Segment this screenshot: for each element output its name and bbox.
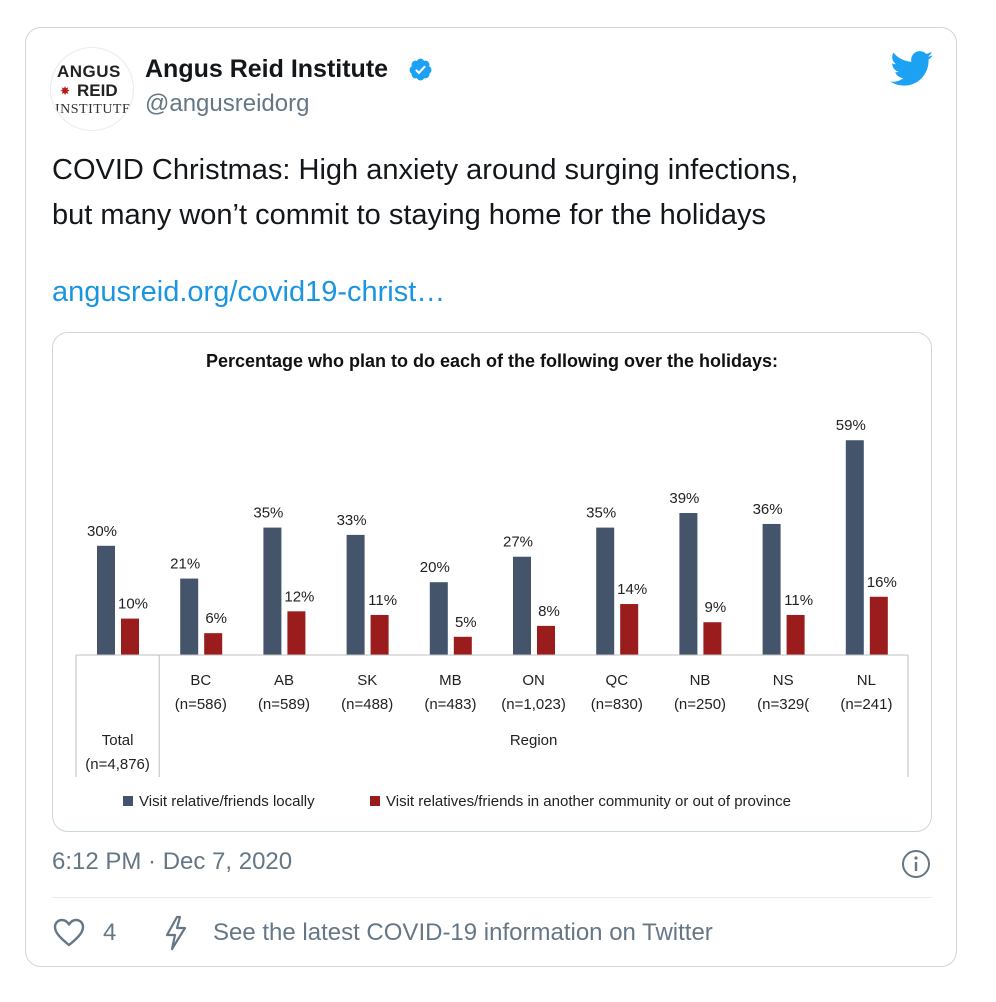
category-label-nb: NB xyxy=(690,672,711,689)
category-n-total: (n=4,876) xyxy=(85,756,150,773)
data-label-2-bc: 6% xyxy=(205,610,227,627)
category-label-on: ON xyxy=(522,672,545,689)
tweet-text-line-2: but many won’t commit to staying home fo… xyxy=(52,199,767,231)
group-label-region: Region xyxy=(510,732,558,749)
bar-1-nl xyxy=(845,440,864,655)
legend-swatch-1 xyxy=(123,796,133,806)
category-label-qc: QC xyxy=(606,672,629,689)
heart-icon[interactable] xyxy=(53,918,85,948)
info-icon[interactable] xyxy=(901,849,931,879)
category-label-sk: SK xyxy=(357,672,377,689)
bar-2-ab xyxy=(287,611,306,655)
divider xyxy=(52,897,932,898)
data-label-1-ns: 36% xyxy=(753,501,783,518)
chart-title: Percentage who plan to do each of the fo… xyxy=(205,351,779,371)
tweet-timestamp[interactable]: 6:12 PM · Dec 7, 2020 xyxy=(52,848,293,875)
maple-leaf-icon: ✸ xyxy=(60,84,71,98)
bar-1-qc xyxy=(596,527,615,655)
data-label-2-total: 10% xyxy=(118,596,148,613)
data-label-2-on: 8% xyxy=(538,603,560,620)
bar-2-ns xyxy=(786,614,805,655)
bar-1-on xyxy=(513,556,531,655)
data-label-1-mb: 20% xyxy=(420,559,450,576)
bar-2-bc xyxy=(204,633,223,655)
data-label-1-qc: 35% xyxy=(586,505,616,522)
avatar-text-reid: REID xyxy=(77,81,118,100)
bar-1-ab xyxy=(263,527,282,655)
bar-1-total xyxy=(97,545,115,655)
bar-2-sk xyxy=(370,614,389,655)
author-name[interactable]: Angus Reid Institute xyxy=(145,55,389,83)
category-n-mb: (n=483) xyxy=(424,696,476,713)
bar-1-sk xyxy=(346,534,365,655)
legend-label-2: Visit relatives/friends in another commu… xyxy=(386,793,791,810)
category-n-ab: (n=589) xyxy=(258,696,310,713)
covid-info-link[interactable]: See the latest COVID-19 information on T… xyxy=(213,919,713,946)
category-n-qc: (n=830) xyxy=(591,696,643,713)
category-label-bc: BC xyxy=(190,672,211,689)
bar-2-total xyxy=(121,618,139,655)
legend-label-1: Visit relative/friends locally xyxy=(139,793,315,810)
bar-2-nb xyxy=(703,622,722,655)
avatar[interactable]: ANGUS ✸ REID INSTITUTE xyxy=(50,47,134,131)
data-label-1-total: 30% xyxy=(87,523,117,540)
avatar-text-institute: INSTITUTE xyxy=(55,102,132,117)
avatar-text-angus: ANGUS xyxy=(57,62,121,81)
data-label-1-nl: 59% xyxy=(836,417,866,434)
bar-1-bc xyxy=(180,578,199,655)
data-label-1-on: 27% xyxy=(503,534,533,551)
legend-swatch-2 xyxy=(370,796,380,806)
like-count: 4 xyxy=(103,919,117,946)
bar-2-nl xyxy=(869,596,888,655)
chart-image[interactable]: Percentage who plan to do each of the fo… xyxy=(52,332,932,832)
category-n-bc: (n=586) xyxy=(175,696,227,713)
bar-2-qc xyxy=(620,604,639,655)
bar-1-nb xyxy=(679,513,698,655)
data-label-2-qc: 14% xyxy=(617,581,647,598)
category-label-nl: NL xyxy=(857,672,876,689)
tweet-text: COVID Christmas: High anxiety around sur… xyxy=(52,148,932,238)
tweet-link[interactable]: angusreid.org/covid19-christ… xyxy=(52,276,446,308)
category-label-ns: NS xyxy=(773,672,794,689)
tweet-text-line-1: COVID Christmas: High anxiety around sur… xyxy=(52,154,799,186)
data-label-2-ns: 11% xyxy=(784,592,813,609)
data-label-1-sk: 33% xyxy=(337,512,367,529)
category-n-ns: (n=329( xyxy=(757,696,809,713)
category-label-mb: MB xyxy=(439,672,462,689)
data-label-2-nb: 9% xyxy=(705,599,727,616)
author-handle[interactable]: @angusreidorg xyxy=(145,90,310,117)
data-label-2-ab: 12% xyxy=(284,588,314,605)
category-n-on: (n=1,023) xyxy=(501,696,566,713)
category-n-nb: (n=250) xyxy=(674,696,726,713)
bar-chart: 30% 10% Total (n=4,876) 21% 6% BC (n=586) 35% 12%… xyxy=(75,417,909,810)
category-n-sk: (n=488) xyxy=(341,696,393,713)
data-label-1-ab: 35% xyxy=(253,505,283,522)
data-label-2-nl: 16% xyxy=(867,574,897,591)
bar-2-mb xyxy=(453,636,472,655)
category-label-total: Total xyxy=(102,732,134,749)
category-label-ab: AB xyxy=(274,672,294,689)
data-label-2-mb: 5% xyxy=(455,614,477,631)
data-label-1-nb: 39% xyxy=(669,490,699,507)
verified-icon xyxy=(409,58,432,81)
bar-1-mb xyxy=(429,582,448,655)
lightning-icon xyxy=(165,915,187,951)
category-n-nl: (n=241) xyxy=(840,696,892,713)
data-label-1-bc: 21% xyxy=(170,556,200,573)
bar-2-on xyxy=(537,625,555,655)
twitter-bird-icon[interactable] xyxy=(890,50,934,86)
bar-1-ns xyxy=(762,523,781,655)
data-label-2-sk: 11% xyxy=(368,592,397,609)
